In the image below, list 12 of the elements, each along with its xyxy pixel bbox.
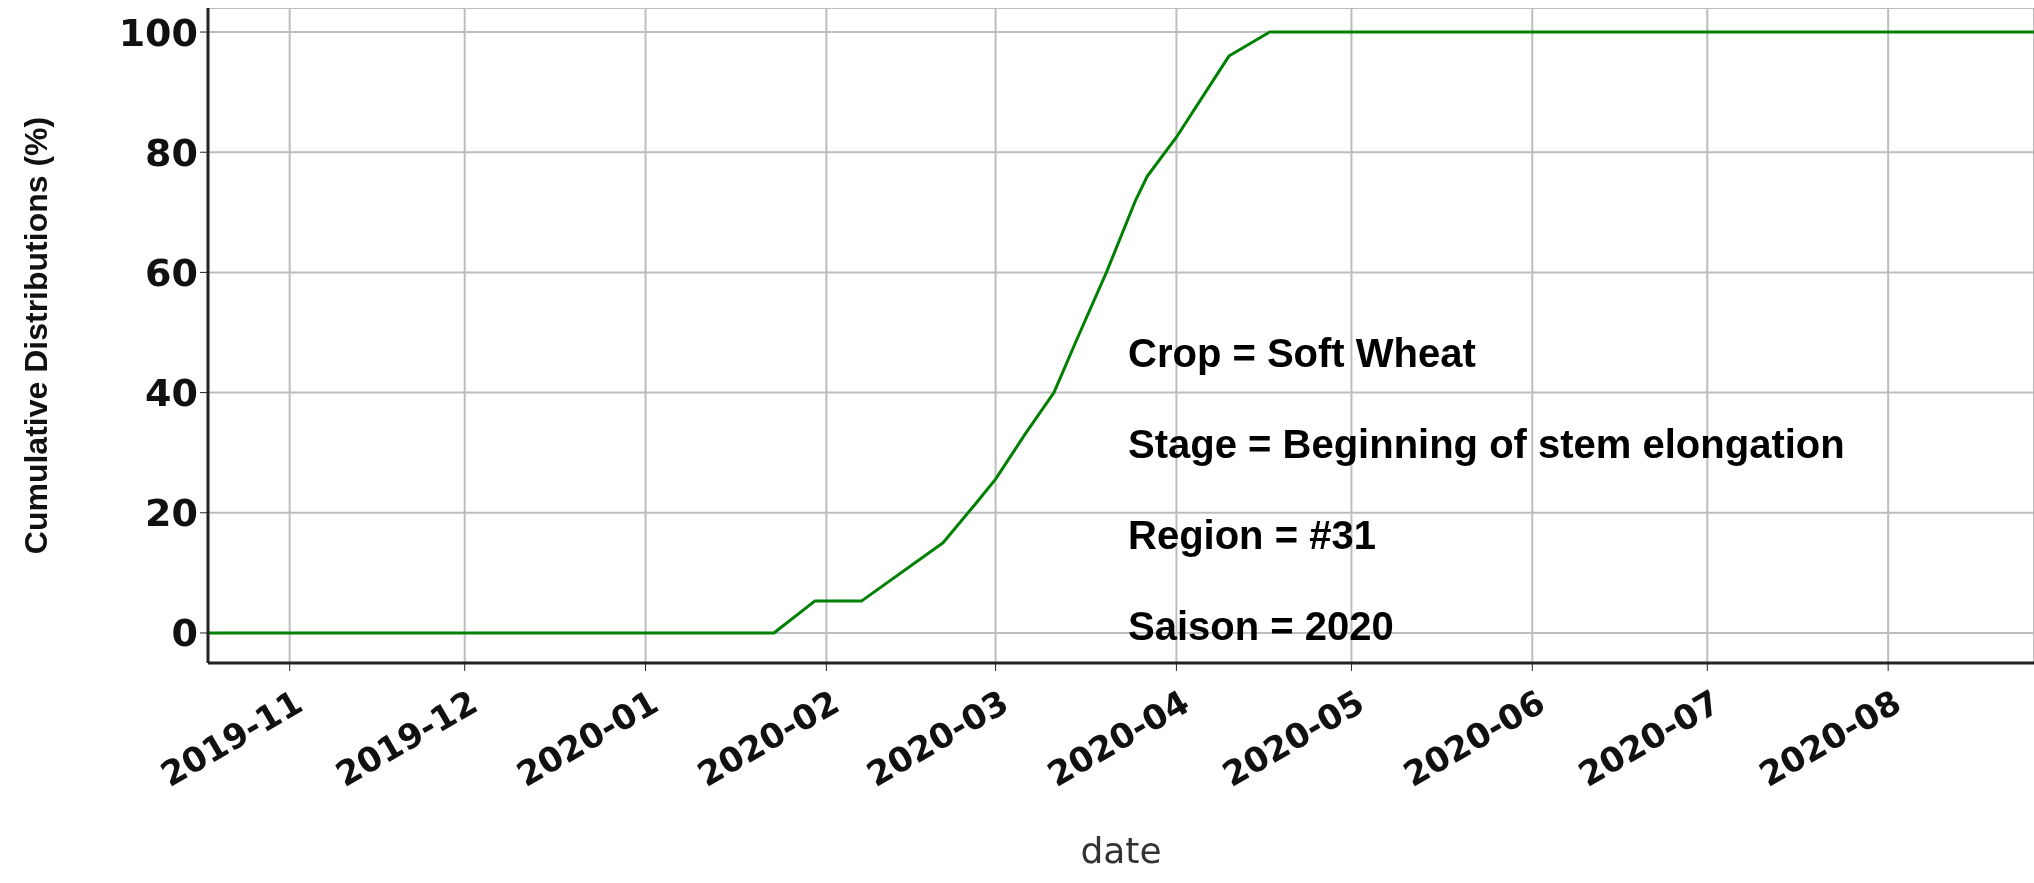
- y-tick-label: 100: [118, 10, 198, 55]
- annotation: Region = #31: [1128, 512, 1377, 559]
- y-tick-label: 20: [145, 491, 198, 536]
- annotation: Saison = 2020: [1128, 603, 1395, 650]
- annotation: Crop = Soft Wheat: [1128, 330, 1477, 377]
- annotation: Stage = Beginning of stem elongation: [1128, 421, 1845, 468]
- y-axis-title: Cumulative Distributions (%): [18, 116, 55, 555]
- y-tick-label: 0: [171, 611, 198, 656]
- y-tick-label: 80: [145, 130, 198, 175]
- y-tick-label: 60: [145, 250, 198, 295]
- x-axis-title: date: [1080, 830, 1162, 871]
- y-tick-label: 40: [145, 371, 198, 416]
